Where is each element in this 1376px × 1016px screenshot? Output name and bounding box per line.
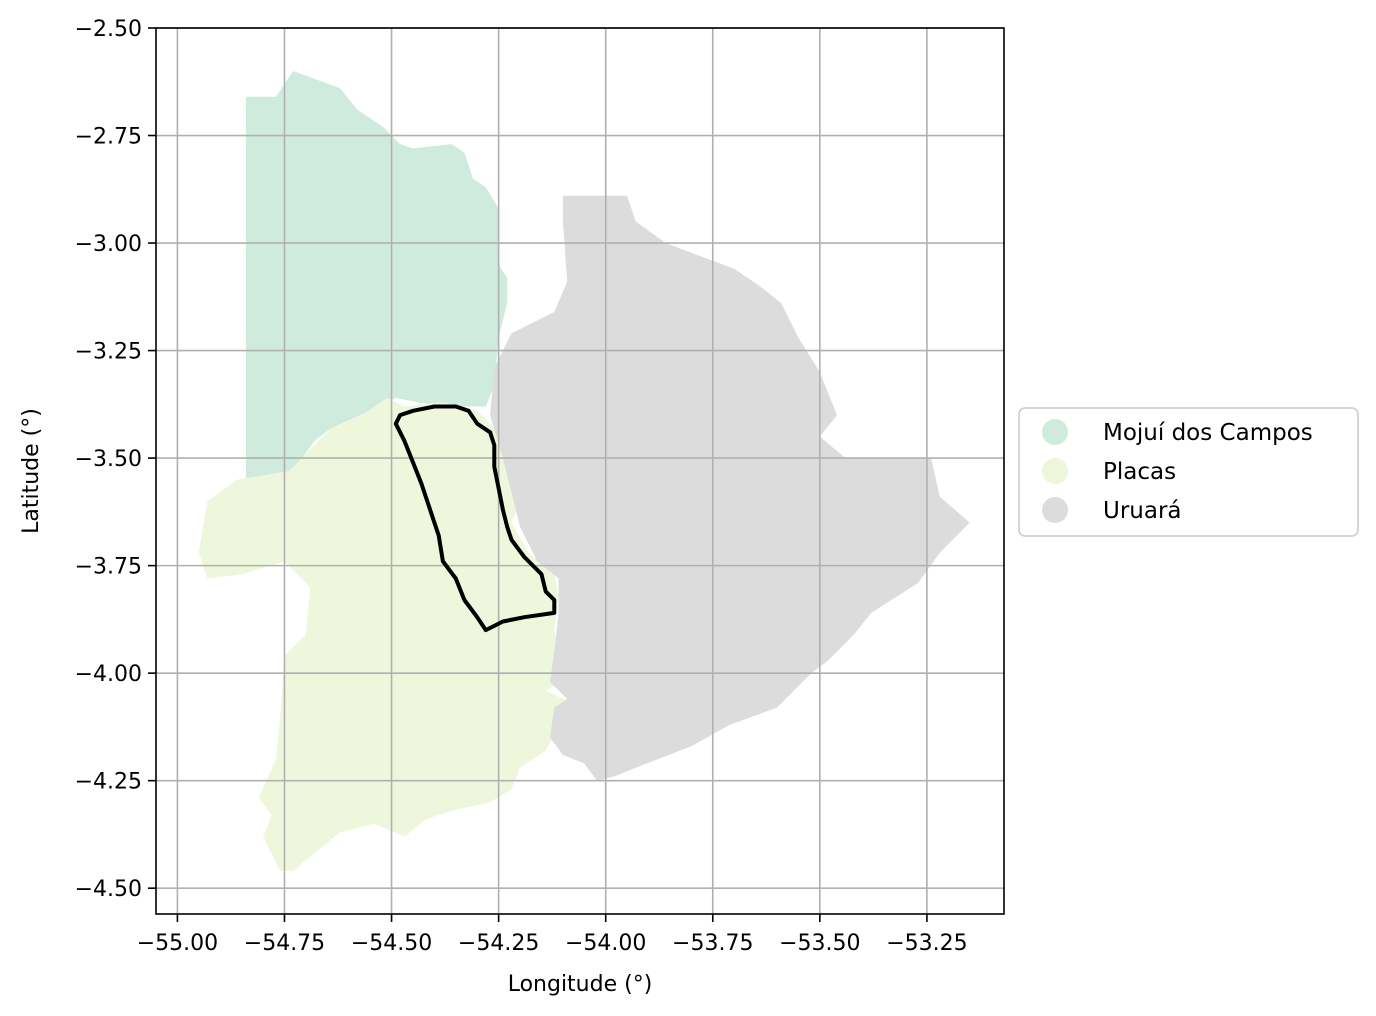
x-tick-label: −54.00 (565, 931, 646, 956)
y-tick-label: −4.50 (75, 877, 142, 902)
x-tick-label: −54.75 (244, 931, 325, 956)
region-placas (198, 397, 572, 871)
plot-frame (155, 27, 1005, 915)
legend-swatch (1042, 458, 1068, 484)
y-axis-label: Latitude (°) (19, 408, 44, 534)
x-tick-label: −54.50 (351, 931, 432, 956)
x-axis: −55.00 −54.75 −54.50 −54.25 −54.00 −53.75 −53.… (137, 914, 968, 956)
x-tick-label: −53.25 (886, 931, 967, 956)
legend-swatch (1042, 497, 1068, 523)
y-tick-label: −3.50 (75, 447, 142, 472)
y-tick-label: −3.25 (75, 340, 142, 365)
legend-swatch (1042, 419, 1068, 445)
x-tick-label: −53.75 (672, 931, 753, 956)
legend-box (1018, 407, 1359, 537)
legend-label: Placas (1103, 459, 1176, 485)
x-tick-label: −55.00 (137, 931, 218, 956)
outline-layer (393, 404, 557, 633)
x-tick-label: −54.25 (458, 931, 539, 956)
x-tick-label: −53.50 (779, 931, 860, 956)
y-tick-label: −4.25 (75, 770, 142, 795)
grid-layer (156, 27, 1004, 914)
region-layer (198, 71, 970, 871)
region-uruar- (490, 195, 970, 781)
y-tick-label: −3.75 (75, 555, 142, 580)
y-tick-label: −3.00 (75, 232, 142, 257)
y-tick-label: −4.00 (75, 662, 142, 687)
legend-label: Uruará (1103, 498, 1182, 524)
y-tick-label: −2.50 (75, 17, 142, 42)
legend-label: Mojuí dos Campos (1103, 420, 1313, 446)
highlight-outline (393, 404, 557, 633)
y-tick-label: −2.75 (75, 125, 142, 150)
y-axis: −2.50 −2.75 −3.00 −3.25 −3.50 −3.75 −4.00 −4.25… (75, 17, 156, 902)
legend: Mojuí dos Campos Placas Uruará (1018, 407, 1359, 537)
x-axis-label: Longitude (°) (508, 972, 653, 997)
region-moju-dos-campos (245, 71, 508, 480)
